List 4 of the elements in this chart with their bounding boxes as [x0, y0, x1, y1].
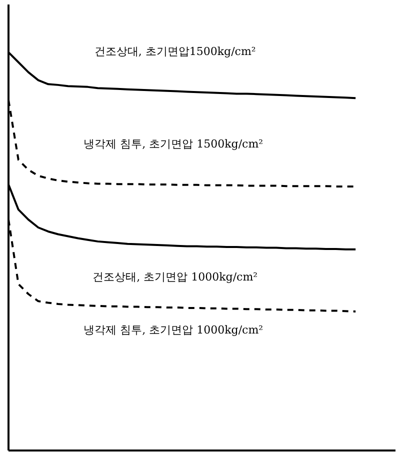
text: 건조상대, 초기면압1500kg/cm²: [94, 45, 256, 58]
series-label: 냉각제 침투, 초기면압 1000kg/cm²: [84, 323, 264, 336]
text: 건조상태, 초기면압 1000kg/cm²: [92, 270, 258, 284]
text: 냉각제 침투, 초기면압 1500kg/cm²: [84, 137, 264, 150]
